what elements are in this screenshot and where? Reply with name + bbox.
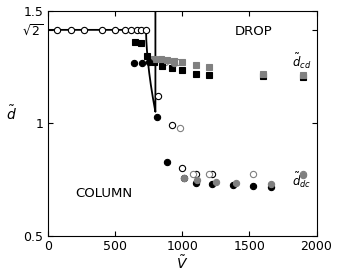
X-axis label: $\tilde{V}$: $\tilde{V}$	[176, 255, 188, 272]
Text: $\tilde{d}_{dc}$: $\tilde{d}_{dc}$	[292, 171, 311, 190]
Y-axis label: $\tilde{d}$: $\tilde{d}$	[5, 105, 17, 123]
Text: COLUMN: COLUMN	[75, 187, 132, 200]
Text: $\tilde{d}_{cd}$: $\tilde{d}_{cd}$	[292, 51, 311, 71]
Text: DROP: DROP	[235, 25, 272, 38]
